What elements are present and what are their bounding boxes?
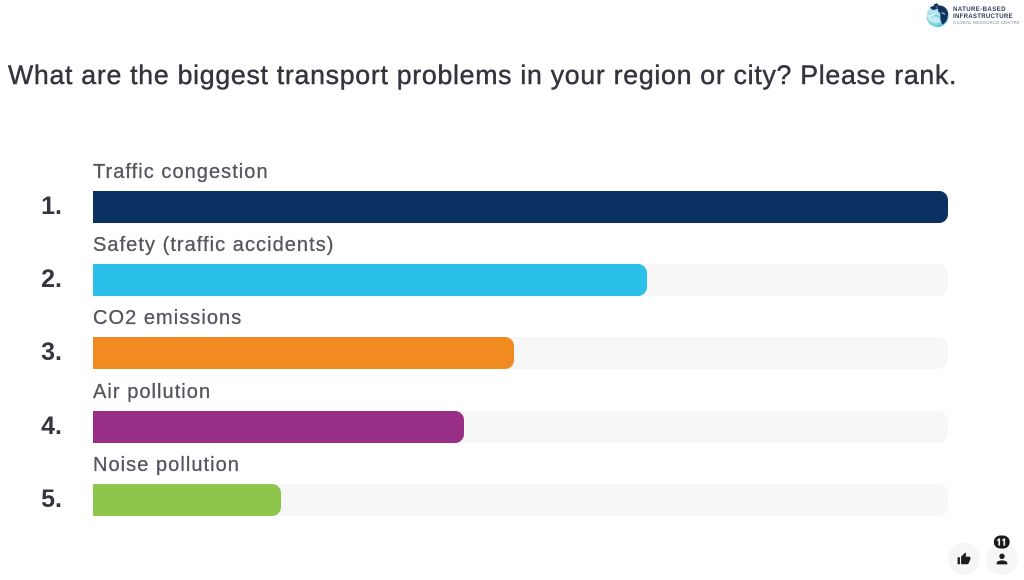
svg-text:GLOBAL RESOURCE CENTRE: GLOBAL RESOURCE CENTRE	[953, 20, 1020, 25]
svg-text:NATURE-BASED: NATURE-BASED	[953, 6, 1006, 13]
svg-text:INFRASTRUCTURE: INFRASTRUCTURE	[953, 13, 1013, 20]
